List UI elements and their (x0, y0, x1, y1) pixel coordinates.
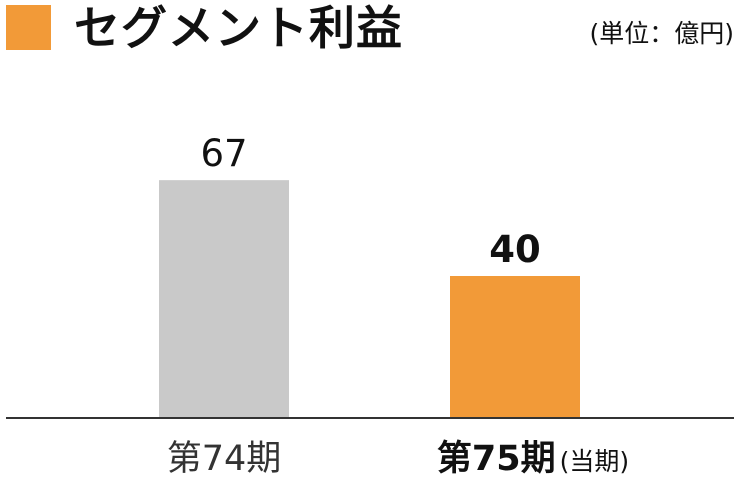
unit-label: (単位：億円) (589, 19, 734, 48)
chart-title: セグメント利益 (74, 1, 403, 55)
value-label-2: 40 (489, 228, 541, 271)
category-label-2: 第75期 (当期) (437, 439, 629, 479)
category-label-1: 第74期 (167, 439, 282, 479)
bar-2 (450, 276, 580, 418)
value-label-1: 67 (200, 132, 247, 175)
bar-1 (159, 180, 289, 418)
title-marker-icon (6, 5, 51, 50)
